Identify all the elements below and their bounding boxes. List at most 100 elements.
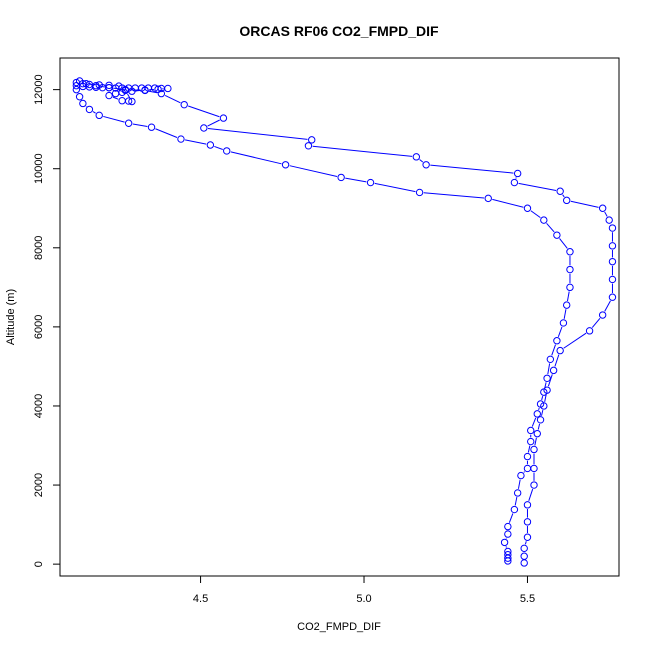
series-segment: [492, 198, 524, 208]
y-tick-label: 8000: [33, 236, 45, 260]
series-segment: [430, 164, 514, 174]
data-point: [85, 105, 94, 114]
series-segment: [531, 417, 537, 427]
data-point: [608, 242, 617, 250]
data-point: [500, 538, 509, 547]
data-point: [164, 84, 172, 93]
data-point: [562, 196, 571, 205]
data-point: [520, 552, 528, 560]
series-segment: [345, 177, 367, 183]
x-axis: 4.5 5.0 5.5: [193, 576, 535, 605]
x-tick-label: 5.0: [356, 593, 371, 605]
series-segment: [541, 409, 544, 416]
data-point: [523, 501, 532, 509]
data-point: [75, 93, 84, 101]
series-segment: [591, 317, 601, 328]
data-point: [180, 100, 188, 109]
series-segment: [551, 344, 556, 356]
data-point: [510, 505, 519, 514]
series-segment: [562, 194, 565, 198]
series-segment: [207, 127, 308, 140]
series-segment: [530, 210, 541, 219]
data-point: [79, 99, 87, 108]
series-segment: [100, 85, 105, 88]
data-point: [540, 216, 548, 224]
series-segment: [566, 291, 570, 302]
data-point: [115, 82, 123, 90]
series-segment: [312, 145, 413, 157]
data-point: [124, 119, 133, 127]
series-segment: [423, 192, 485, 199]
data-point: [281, 161, 290, 169]
data-point: [533, 429, 541, 438]
data-point: [520, 544, 528, 553]
series-segment: [132, 123, 148, 127]
series-segment: [541, 396, 544, 401]
series-segment: [559, 238, 568, 249]
series-2: [82, 80, 617, 567]
series-segment: [524, 541, 527, 545]
series-segment: [547, 363, 551, 375]
x-tick-label: 4.5: [193, 593, 208, 605]
plot-frame: [59, 57, 620, 577]
data-point: [121, 86, 130, 95]
series-segment: [563, 309, 567, 319]
data-point: [523, 452, 532, 461]
data-point: [530, 464, 538, 473]
series-segment: [112, 96, 119, 100]
data-point: [566, 265, 574, 274]
data-point: [308, 136, 316, 144]
data-point: [533, 410, 541, 418]
data-point: [556, 187, 564, 195]
data-point: [523, 533, 532, 541]
data-point: [337, 173, 345, 182]
y-tick-label: 12000: [33, 74, 45, 105]
data-point: [95, 111, 103, 120]
series-segment: [149, 90, 158, 94]
data-point: [566, 283, 574, 292]
data-point: [523, 204, 532, 212]
series-segment: [155, 128, 178, 138]
series-segment: [127, 93, 131, 99]
series-segment: [534, 437, 537, 446]
data-point: [527, 426, 535, 435]
series-layer: [72, 77, 617, 567]
data-point: [513, 169, 522, 178]
data-point: [415, 188, 424, 197]
data-point: [553, 337, 561, 345]
x-tick-label: 5.5: [520, 593, 535, 605]
series-segment: [537, 423, 541, 430]
data-point: [549, 366, 558, 375]
data-point: [105, 91, 113, 100]
data-point: [504, 522, 512, 531]
series-segment: [184, 139, 207, 145]
data-point: [200, 124, 208, 132]
data-point: [608, 257, 617, 266]
data-point: [527, 437, 535, 446]
data-point: [513, 489, 522, 497]
data-point: [504, 550, 512, 559]
data-point: [566, 248, 574, 256]
data-point: [223, 147, 231, 155]
data-point: [559, 319, 568, 327]
data-point: [141, 86, 149, 94]
data-point: [608, 275, 617, 284]
data-point: [605, 216, 613, 224]
y-tick-label: 4000: [33, 394, 45, 418]
data-point: [79, 80, 87, 88]
series-segment: [518, 182, 557, 191]
series-segment: [604, 211, 608, 217]
data-point: [147, 123, 156, 131]
data-point: [598, 311, 607, 319]
y-tick-label: 10000: [33, 153, 45, 184]
series-segment: [557, 326, 563, 337]
series-segment: [604, 300, 611, 312]
series-segment: [544, 394, 547, 402]
data-point: [530, 445, 538, 454]
series-segment: [514, 496, 518, 506]
data-point: [585, 327, 594, 335]
data-point: [484, 194, 492, 203]
series-segment: [230, 151, 282, 165]
data-point: [543, 386, 551, 394]
